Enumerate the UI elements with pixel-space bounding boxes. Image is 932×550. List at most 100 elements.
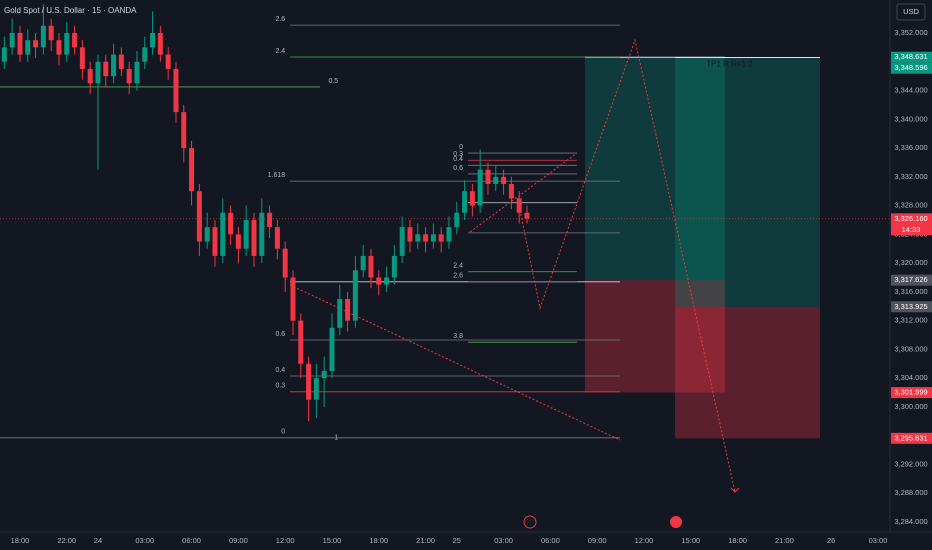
x-tick-label: 15:00: [681, 536, 700, 545]
x-tick-label: 06:00: [541, 536, 560, 545]
x-tick-label: 21:00: [775, 536, 794, 545]
candle-body: [142, 47, 148, 62]
y-tick-label: 3,336.000: [894, 143, 927, 152]
arrow-head: [730, 487, 740, 493]
candle-body: [189, 148, 195, 192]
candle-body: [72, 33, 78, 48]
candle-body: [454, 212, 460, 228]
countdown: 14:33: [902, 225, 921, 234]
x-tick-label: 09:00: [588, 536, 607, 545]
y-tick-label: 3,284.000: [894, 517, 927, 526]
fib-label: 0.3: [275, 383, 285, 390]
fib-label: 0.6: [453, 165, 463, 172]
y-tick-label: 3,316.000: [894, 287, 927, 296]
price-label: 3,326.160: [894, 214, 927, 223]
candle-body: [462, 191, 468, 213]
candle-body: [173, 68, 179, 113]
candle-body: [181, 112, 187, 149]
x-tick-label: 18:00: [11, 536, 30, 545]
x-tick-label: 15:00: [323, 536, 342, 545]
loss-zone: [675, 306, 820, 439]
candle-body: [118, 54, 124, 69]
fib-label: 0.3: [453, 151, 463, 158]
candle-body: [352, 270, 358, 321]
fib-label: 2.6: [275, 16, 285, 23]
candle-body: [524, 212, 530, 219]
x-tick-label: 22:00: [57, 536, 76, 545]
candle-body: [165, 54, 171, 69]
candle-body: [228, 212, 234, 235]
candle-body: [438, 234, 444, 242]
candle-body: [423, 234, 429, 242]
fib-label: 0.4: [453, 156, 463, 163]
fib-label: 3.8: [453, 333, 463, 340]
candle-body: [329, 327, 335, 371]
y-tick-label: 3,344.000: [894, 86, 927, 95]
candle-body: [516, 198, 522, 213]
fib-label: 2.4: [453, 263, 463, 270]
x-tick-label: 06:00: [182, 536, 201, 545]
price-label: 3,317.626: [894, 275, 927, 284]
axes: 3,352.000 3,344.000 3,340.000 3,336.000 3,33…: [11, 28, 932, 545]
candles: [1, 4, 530, 422]
candle-body: [290, 277, 296, 321]
y-tick-label: 3,308.000: [894, 344, 927, 353]
currency-box[interactable]: [896, 3, 926, 21]
candle-body: [399, 227, 405, 256]
annotation: 1: [334, 435, 338, 442]
price-label-box: [891, 274, 932, 286]
candle-body: [306, 363, 312, 400]
fib-label: 1.618: [268, 172, 286, 179]
fib-label: 0.4: [275, 367, 285, 374]
y-tick-label: 3,312.000: [894, 316, 927, 325]
candle-body: [243, 219, 249, 249]
fib-label: 0: [459, 144, 463, 151]
candle-body: [501, 176, 507, 185]
x-tick-label: 21:00: [416, 536, 435, 545]
candle-body: [313, 378, 319, 400]
x-tick-label: 03:00: [494, 536, 513, 545]
x-tick-label: 18:00: [728, 536, 747, 545]
candle-body: [150, 33, 156, 48]
candle-body: [508, 184, 514, 199]
candle-body: [40, 25, 46, 48]
y-tick-label: 3,352.000: [894, 28, 927, 37]
y-tick-label: 3,292.000: [894, 459, 927, 468]
event-icon[interactable]: [670, 516, 682, 528]
candle-body: [111, 54, 117, 77]
y-tick-label: 3,328.000: [894, 201, 927, 210]
candle-body: [407, 227, 413, 242]
candle-body: [17, 33, 23, 55]
profit-zone: [585, 57, 725, 281]
candle-body: [220, 212, 226, 256]
price-label: 3,313.925: [894, 302, 927, 311]
candle-body: [321, 370, 327, 379]
candle-body: [126, 68, 132, 84]
price-label-box: [891, 301, 932, 313]
candle-body: [368, 255, 374, 278]
candle-body: [430, 234, 436, 242]
price-label: 3,348.631: [894, 52, 927, 61]
drawings: TP1 R:R=1:22.62.40.51.6180.60.40.3000.30…: [0, 16, 890, 442]
x-tick-label: 09:00: [229, 536, 248, 545]
fib-label: 2.4: [275, 48, 285, 55]
fib-label: 2.6: [453, 273, 463, 280]
x-tick-label: 25: [453, 536, 461, 545]
trend-line: [289, 284, 621, 441]
fib-label: 0.5: [328, 78, 338, 85]
candle-body: [9, 33, 15, 48]
y-tick-label: 3,300.000: [894, 402, 927, 411]
currency[interactable]: USD: [903, 7, 919, 16]
candle-body: [235, 234, 241, 249]
candle-body: [446, 227, 452, 242]
candle-body: [274, 227, 280, 249]
event-icon[interactable]: [523, 515, 537, 529]
price-label: 3,348.596: [894, 63, 927, 72]
y-tick-label: 3,340.000: [894, 114, 927, 123]
chart-title: Gold Spot / U.S. Dollar · 15 · OANDA: [4, 6, 137, 15]
projections: [289, 38, 740, 493]
price-label-box: [891, 387, 932, 399]
loss-zone: [585, 280, 725, 393]
